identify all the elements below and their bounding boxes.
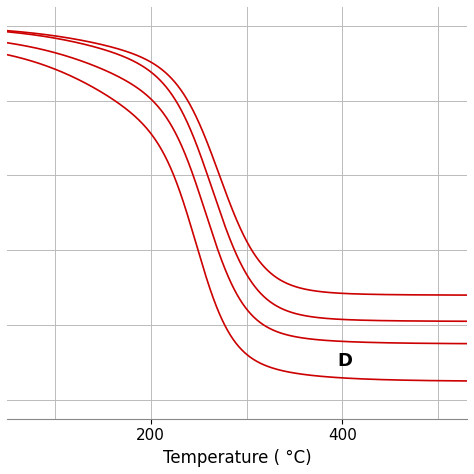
- X-axis label: Temperature ( °C): Temperature ( °C): [163, 449, 311, 467]
- Text: D: D: [337, 352, 353, 370]
